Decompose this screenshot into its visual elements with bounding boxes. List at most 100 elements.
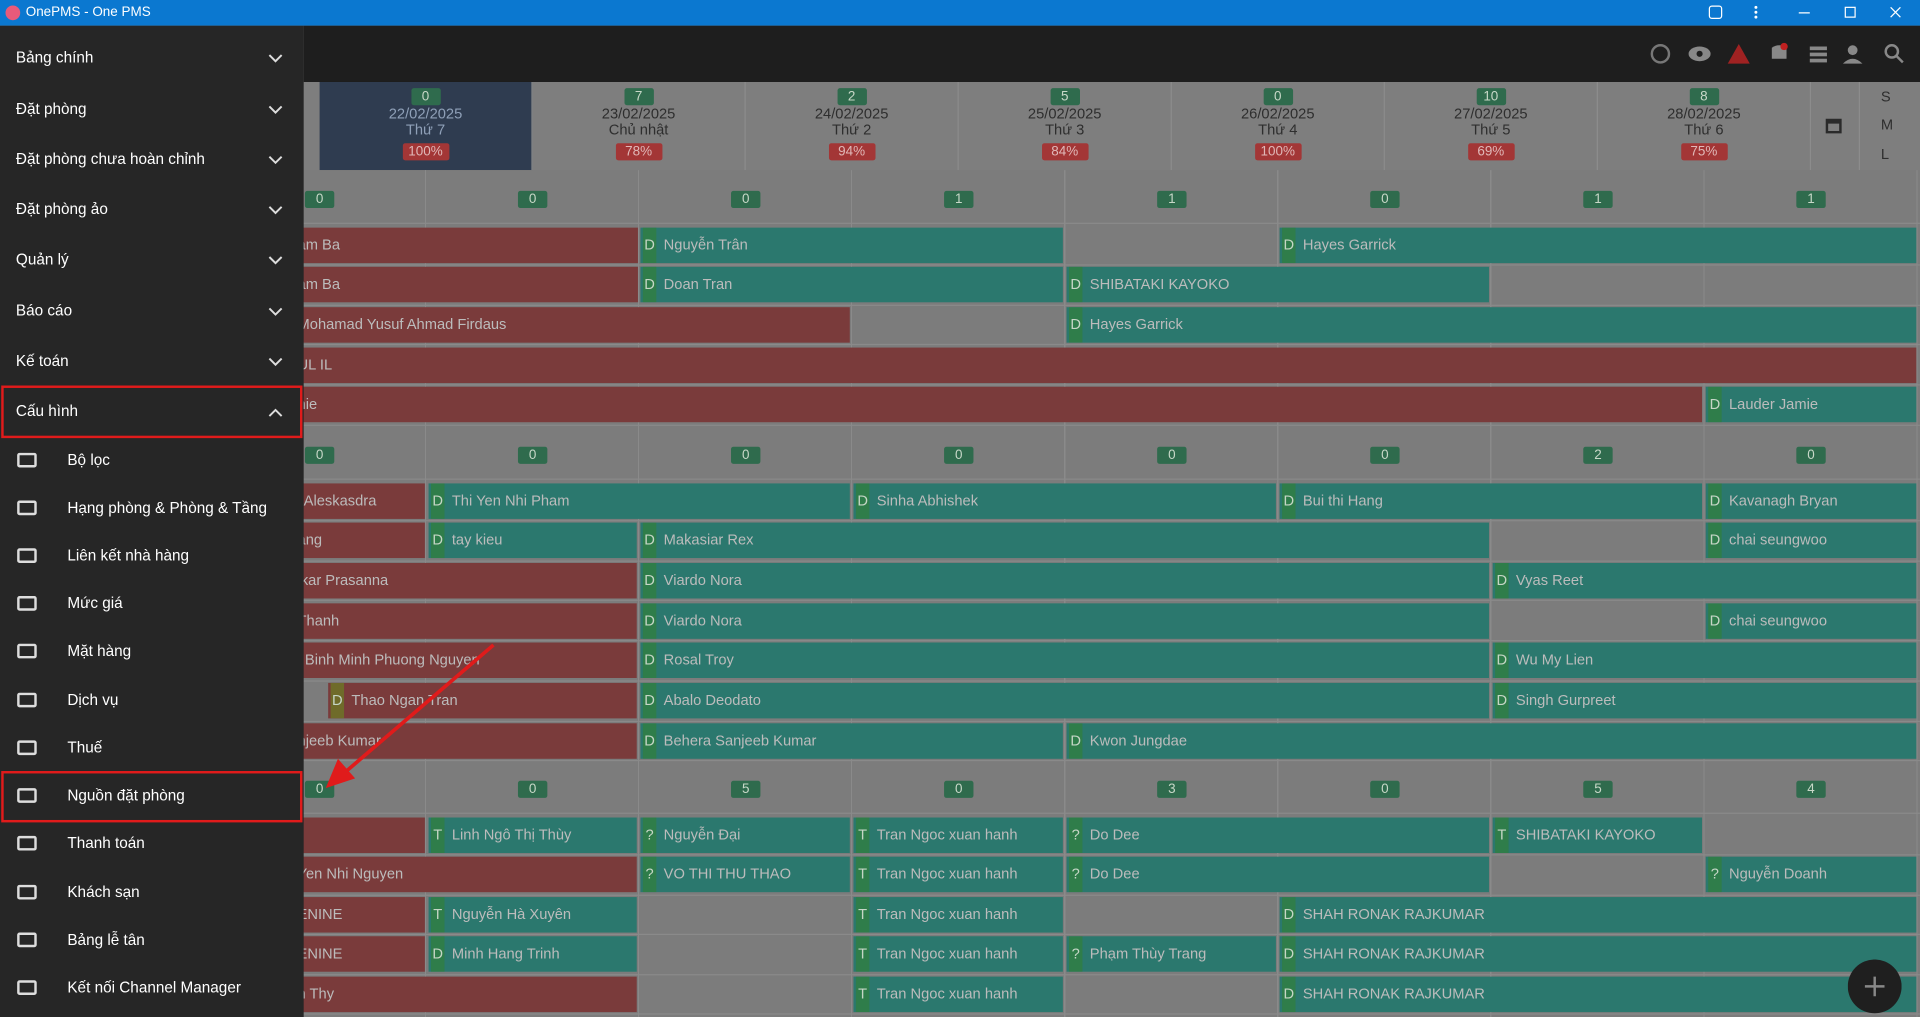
booking[interactable]: ? Nguyễn Đại: [640, 816, 850, 853]
window-controls[interactable]: [1702, 0, 1920, 26]
submenu-item[interactable]: Khách sạn: [0, 869, 304, 917]
booking[interactable]: D Sinha Abhishek: [853, 482, 1276, 519]
menu-section[interactable]: Đặt phòng chưa hoàn chỉnh: [0, 135, 304, 185]
submenu-item[interactable]: Nguồn đặt phòng: [0, 772, 304, 820]
booking[interactable]: T Tran Ngoc xuan hanh: [853, 976, 1063, 1012]
submenu-item[interactable]: Bộ lọc: [0, 437, 304, 485]
size-option[interactable]: M: [1880, 116, 1894, 134]
booking[interactable]: D Abalo Deodato: [640, 682, 1489, 719]
booking[interactable]: D Wu My Lien: [1492, 642, 1917, 679]
booking-count: 10: [1385, 87, 1597, 106]
date-column[interactable]: 5 25/02/2025 Thứ 3 84%: [959, 81, 1172, 171]
guest-name: Do Dee: [1089, 825, 1140, 843]
size-option[interactable]: L: [1880, 145, 1890, 163]
submenu-item[interactable]: Bảng lễ tân: [0, 917, 304, 965]
booking[interactable]: D Viardo Nora: [640, 602, 1489, 639]
menu-section[interactable]: Báo cáo: [0, 286, 304, 336]
booking[interactable]: D Kavanagh Bryan: [1705, 482, 1917, 519]
booking[interactable]: D Makasiar Rex: [640, 522, 1489, 559]
booking[interactable]: nie: [288, 387, 1703, 423]
submenu-item[interactable]: Mặt hàng: [0, 628, 304, 676]
booking-tag: D: [1282, 936, 1296, 973]
booking[interactable]: D Minh Hang Trinh: [428, 936, 637, 973]
booking[interactable]: Yen Nhi Nguyen: [288, 856, 637, 893]
submenu-item[interactable]: Hạng phòng & Phòng & Tầng: [0, 485, 304, 533]
date-column[interactable]: 7 23/02/2025 Chủ nhật 78%: [533, 81, 746, 171]
booking[interactable]: ? Do Dee: [1066, 856, 1489, 893]
booking[interactable]: D Rosal Troy: [640, 642, 1489, 679]
booking[interactable]: D Thi Yen Nhi Pham: [428, 482, 850, 519]
booking[interactable]: njeeb Kumar: [288, 722, 637, 759]
submenu-item[interactable]: Thanh toán: [0, 820, 304, 868]
booking[interactable]: D SHAH RONAK RAJKUMAR: [1279, 936, 1917, 973]
submenu-item[interactable]: Liên kết nhà hàng: [0, 532, 304, 580]
count-badge: 0: [1370, 446, 1400, 464]
menu-icon: [17, 932, 37, 948]
booking[interactable]: am Ba: [288, 267, 638, 303]
toolbar-icons[interactable]: [1646, 40, 1920, 69]
booking[interactable]: ? Do Dee: [1066, 816, 1489, 853]
booking-tag: D: [1282, 976, 1296, 1012]
booking[interactable]: T Nguyễn Hà Xuyên: [428, 896, 637, 933]
menu-section[interactable]: Đặt phòng: [0, 84, 304, 134]
booking[interactable]: D Hayes Garrick: [1066, 307, 1917, 343]
booking[interactable]: T Tran Ngoc xuan hanh: [853, 936, 1063, 973]
booking[interactable]: ? VO THI THU THAO: [640, 856, 850, 893]
size-option[interactable]: S: [1880, 88, 1891, 106]
submenu-item[interactable]: Mức giá: [0, 580, 304, 628]
booking[interactable]: T SHIBATAKI KAYOKO: [1492, 816, 1703, 853]
date-column[interactable]: 8 28/02/2025 Thứ 6 75%: [1598, 81, 1812, 171]
add-button[interactable]: [1847, 959, 1902, 1014]
booking[interactable]: D SHAH RONAK RAJKUMAR: [1279, 896, 1917, 933]
booking[interactable]: D Thao Ngan Tran: [328, 682, 637, 719]
submenu-item[interactable]: Kết nối Channel Manager: [0, 964, 304, 1012]
booking[interactable]: ? Nguyễn Doanh: [1705, 856, 1917, 893]
booking[interactable]: am Ba: [288, 227, 638, 263]
booking[interactable]: Binh Minh Phuong Nguyen: [296, 642, 637, 679]
booking[interactable]: D Behera Sanjeeb Kumar: [640, 722, 1063, 759]
booking[interactable]: ang: [288, 522, 425, 559]
booking[interactable]: D Kwon Jungdae: [1066, 722, 1917, 759]
menu-section[interactable]: Bảng chính: [0, 33, 304, 83]
booking[interactable]: D Hayes Garrick: [1279, 227, 1917, 263]
booking[interactable]: ? Phạm Thùy Trang: [1066, 936, 1276, 973]
date-column[interactable]: 2 24/02/2025 Thứ 2 94%: [746, 81, 959, 171]
booking[interactable]: D Doan Tran: [640, 267, 1063, 303]
booking[interactable]: D Bui thi Hang: [1279, 482, 1703, 519]
menu-section[interactable]: Kế toán: [0, 337, 304, 387]
menu-section[interactable]: Cấu hình: [0, 387, 304, 437]
booking[interactable]: UL IL: [288, 347, 1917, 383]
booking[interactable]: Thanh: [288, 602, 637, 639]
calendar-icon[interactable]: [1825, 118, 1842, 134]
booking[interactable]: Aleskasdra: [295, 482, 425, 519]
booking[interactable]: D SHAH RONAK RAJKUMAR: [1279, 976, 1917, 1012]
menu-section[interactable]: Quản lý: [0, 235, 304, 285]
date-column[interactable]: 0 22/02/2025 Thứ 7 100%: [319, 81, 533, 171]
booking[interactable]: T Tran Ngoc xuan hanh: [853, 856, 1063, 893]
booking[interactable]: ikar Prasanna: [288, 562, 637, 599]
booking[interactable]: ENINE: [288, 936, 425, 973]
date-column[interactable]: 10 27/02/2025 Thứ 5 69%: [1385, 81, 1598, 171]
menu-section[interactable]: Đặt phòng ảo: [0, 185, 304, 235]
booking[interactable]: D Vyas Reet: [1492, 562, 1917, 599]
booking[interactable]: D Singh Gurpreet: [1492, 682, 1917, 719]
booking[interactable]: D SHIBATAKI KAYOKO: [1066, 267, 1489, 303]
guest-name: Nguyễn Trân: [663, 235, 748, 253]
booking[interactable]: T Tran Ngoc xuan hanh: [853, 816, 1063, 853]
booking[interactable]: D Lauder Jamie: [1705, 387, 1917, 423]
submenu-item[interactable]: Dịch vụ: [0, 677, 304, 725]
date-column[interactable]: 0 26/02/2025 Thứ 4 100%: [1172, 81, 1385, 171]
menu-label: Đặt phòng ảo: [15, 200, 108, 218]
booking[interactable]: D Viardo Nora: [640, 562, 1489, 599]
booking[interactable]: T Linh Ngô Thị Thùy: [428, 816, 637, 853]
booking[interactable]: n Thy: [288, 976, 637, 1012]
booking[interactable]: ENINE: [288, 896, 425, 933]
booking[interactable]: D Nguyễn Trân: [640, 227, 1063, 263]
submenu-item[interactable]: Thuế: [0, 725, 304, 773]
booking[interactable]: Mohamad Yusuf Ahmad Firdaus: [288, 307, 850, 343]
booking-tag: ?: [1708, 856, 1722, 893]
booking[interactable]: T Tran Ngoc xuan hanh: [853, 896, 1063, 933]
